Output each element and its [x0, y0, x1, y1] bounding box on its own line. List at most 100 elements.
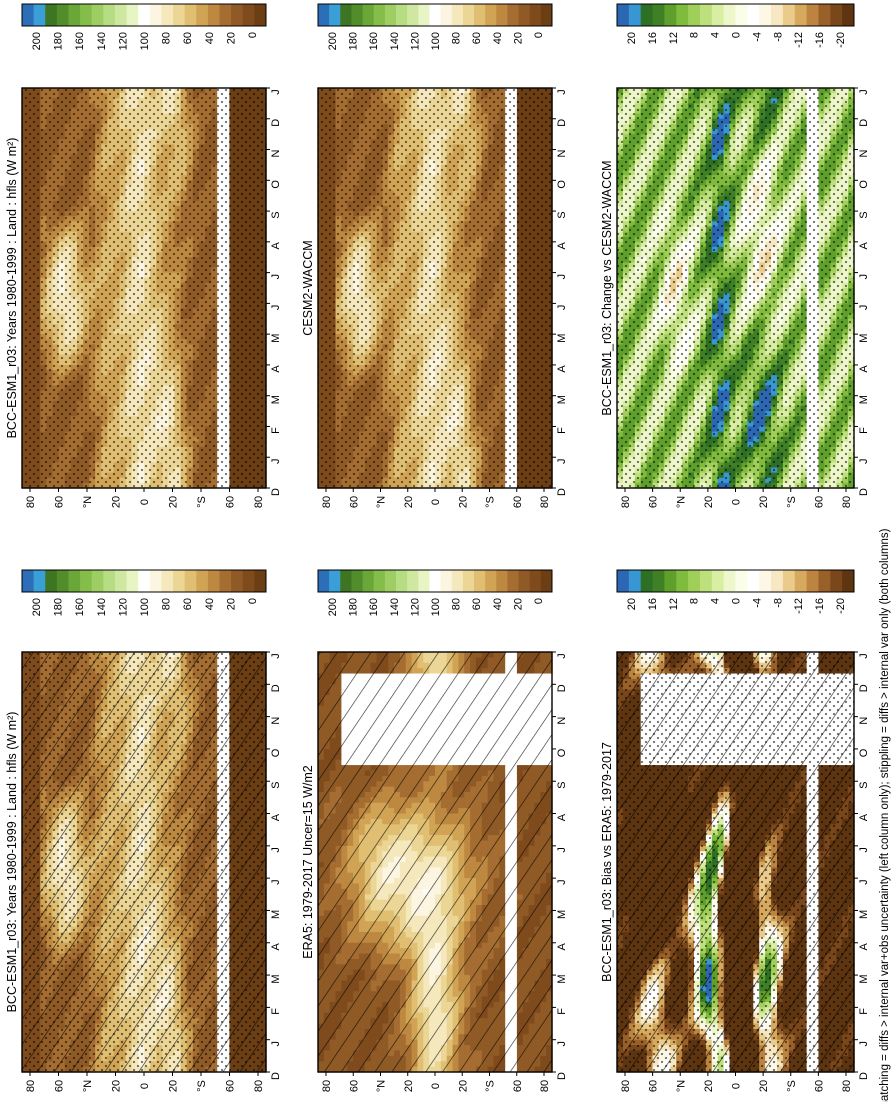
month-tick-label: D: [556, 684, 568, 692]
month-tick-label: M: [270, 395, 282, 404]
month-tick-label: N: [858, 150, 870, 158]
lat-tick-label: °S: [196, 1080, 208, 1092]
colorbar-swatch: [68, 570, 80, 592]
lat-tick-label: 60: [54, 496, 66, 508]
month-tick-label: J: [556, 305, 568, 311]
month-tick-label: D: [858, 119, 870, 127]
lat-tick-label: 20: [403, 1080, 415, 1092]
month-tick-label: F: [556, 1008, 568, 1015]
colorbar-swatch: [385, 570, 397, 592]
month-tick-label: F: [858, 427, 870, 434]
colorbar-swatch: [676, 4, 688, 26]
month-tick-label: J: [858, 879, 870, 885]
month-tick-label: M: [556, 910, 568, 919]
month-tick-label: D: [858, 684, 870, 692]
month-tick-label: M: [556, 974, 568, 983]
colorbar-tick-label: -4: [751, 32, 763, 42]
colorbar-tick-label: 20: [512, 598, 524, 610]
colorbar-swatch: [485, 570, 497, 592]
month-tick-label: S: [556, 211, 568, 218]
lat-tick-label: 60: [54, 1080, 66, 1092]
colorbar-tick-label: 8: [689, 598, 701, 604]
colorbar-swatch: [196, 570, 208, 592]
lat-tick-label: 0: [731, 1083, 743, 1089]
month-tick-label: N: [556, 150, 568, 158]
colorbar-swatch: [340, 570, 352, 592]
lat-tick-label: 20: [758, 496, 770, 508]
colorbar-swatch: [452, 4, 464, 26]
colorbar-tick-label: -4: [751, 598, 763, 608]
colorbar-tick-label: 160: [74, 32, 86, 50]
colorbar-swatch: [736, 570, 748, 592]
month-tick-label: F: [556, 427, 568, 434]
colorbar-tick-label: 0: [731, 32, 743, 38]
month-tick-label: F: [858, 1008, 870, 1015]
month-tick-label: J: [556, 458, 568, 464]
colorbar-swatch: [629, 570, 641, 592]
lat-tick-label: 20: [111, 496, 123, 508]
month-tick-label: J: [858, 1041, 870, 1047]
month-tick-label: J: [556, 653, 568, 659]
colorbar-swatch: [231, 570, 243, 592]
colorbar-swatch: [385, 4, 397, 26]
colorbar-swatch: [340, 4, 352, 26]
month-tick-label: J: [858, 847, 870, 853]
colorbar-tick-label: -16: [814, 32, 826, 48]
hatching-overlay: [318, 652, 552, 1072]
colorbar-tick-label: 4: [710, 598, 722, 604]
lat-tick-label: 60: [813, 1080, 825, 1092]
month-tick-label: N: [270, 717, 282, 725]
month-tick-label: O: [270, 180, 282, 189]
lat-tick-label: °S: [786, 496, 798, 508]
colorbar-swatch: [724, 4, 736, 26]
month-tick-label: D: [270, 1072, 282, 1080]
colorbar-swatch: [68, 4, 80, 26]
colorbar-swatch: [653, 4, 665, 26]
figure-footnote: hatching = diffs > internal var+obs unce…: [879, 528, 891, 1102]
colorbar-swatch: [441, 570, 453, 592]
colorbar-swatch: [463, 4, 475, 26]
colorbar-swatch: [700, 570, 712, 592]
colorbar-swatch: [463, 570, 475, 592]
colorbar-tick-label: 40: [492, 598, 504, 610]
colorbar-tick-label: 180: [53, 598, 65, 616]
month-tick-label: M: [858, 910, 870, 919]
colorbar-swatch: [115, 4, 127, 26]
colorbar-swatch: [173, 4, 185, 26]
colorbar-swatch: [783, 4, 795, 26]
lat-tick-label: °S: [786, 1080, 798, 1092]
colorbar-tick-label: 60: [471, 598, 483, 610]
colorbar-swatch: [664, 570, 676, 592]
colorbar-tick-label: 12: [668, 598, 680, 610]
lat-tick-label: 60: [225, 1080, 237, 1092]
month-tick-label: J: [556, 847, 568, 853]
colorbar-swatch: [127, 570, 139, 592]
month-tick-label: M: [858, 334, 870, 343]
colorbar-swatch: [795, 570, 807, 592]
colorbar-swatch: [150, 4, 162, 26]
colorbar-swatch: [161, 4, 173, 26]
colorbar-swatch: [254, 570, 266, 592]
colorbar: 200 180 160 140 120 100 80 60 40 20 0: [22, 570, 267, 616]
month-tick-label: S: [556, 782, 568, 789]
colorbar-tick-label: -20: [835, 598, 847, 614]
colorbar-tick-label: 0: [731, 598, 743, 604]
colorbar-tick-label: 0: [533, 598, 545, 604]
colorbar-tick-label: 100: [430, 598, 442, 616]
lat-tick-label: 60: [512, 496, 524, 508]
colorbar-swatch: [688, 570, 700, 592]
panel-title: CESM2-WACCM: [301, 240, 315, 335]
colorbar-swatch: [818, 570, 830, 592]
colorbar-swatch: [231, 4, 243, 26]
month-tick-label: J: [858, 653, 870, 659]
colorbar-tick-label: -12: [793, 32, 805, 48]
lat-tick-label: 80: [539, 496, 551, 508]
colorbar-tick-label: 16: [647, 598, 659, 610]
lat-tick-label: °S: [485, 496, 497, 508]
colorbar-swatch: [57, 570, 69, 592]
colorbar-swatch: [842, 570, 854, 592]
lat-tick-label: °N: [376, 1080, 388, 1092]
colorbar-tick-label: 160: [74, 598, 86, 616]
month-tick-label: M: [556, 395, 568, 404]
